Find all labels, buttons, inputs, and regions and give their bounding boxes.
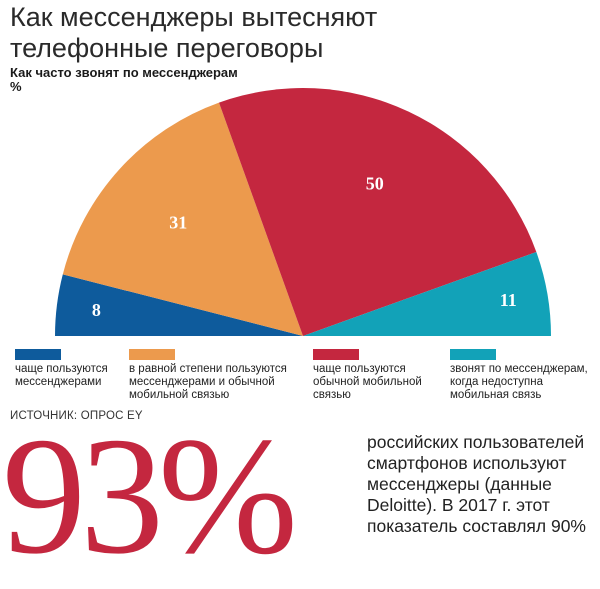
legend-label: чаще пользуются обычной мобильной связью: [313, 363, 422, 401]
legend-item-mobile-more: чаще пользуются обычной мобильной связью: [308, 349, 458, 402]
pie-slice-3: [303, 251, 551, 336]
highlight-number: 93%: [2, 403, 298, 589]
legend-label: звонят по мессенджерам, когда недоступна…: [450, 363, 588, 401]
pie-slice-1: [62, 102, 303, 337]
legend-item-messengers-more: чаще пользуются мессенджерами: [10, 349, 160, 389]
data-label-1: 31: [169, 213, 187, 233]
source-note: ИСТОЧНИК: ОПРОС EY: [10, 410, 143, 422]
legend-swatch: [15, 349, 61, 360]
highlight-text: российских пользователей смартфонов испо…: [367, 432, 586, 536]
chart-title: Как мессенджеры вытесняют телефонные пер…: [10, 2, 378, 63]
data-label-2: 50: [366, 173, 384, 193]
chart-subtitle: Как часто звонят по мессенджерам: [10, 65, 238, 80]
legend-label: чаще пользуются мессенджерами: [15, 363, 108, 388]
legend-swatch: [450, 349, 496, 360]
data-label-0: 8: [92, 300, 101, 320]
legend-item-when-unavailable: звонят по мессенджерам, когда недоступна…: [445, 349, 595, 402]
semicircle-pie-chart: 8 31 50 11: [55, 88, 551, 337]
pie-slice-2: [218, 88, 537, 336]
pie-slice-0: [55, 274, 303, 336]
data-label-3: 11: [500, 290, 517, 310]
legend-item-equal: в равной степени пользуются мессенджерам…: [124, 349, 287, 402]
legend-swatch: [129, 349, 175, 360]
legend-label: в равной степени пользуются мессенджерам…: [129, 363, 287, 401]
legend-swatch: [313, 349, 359, 360]
unit-label: %: [10, 79, 22, 94]
